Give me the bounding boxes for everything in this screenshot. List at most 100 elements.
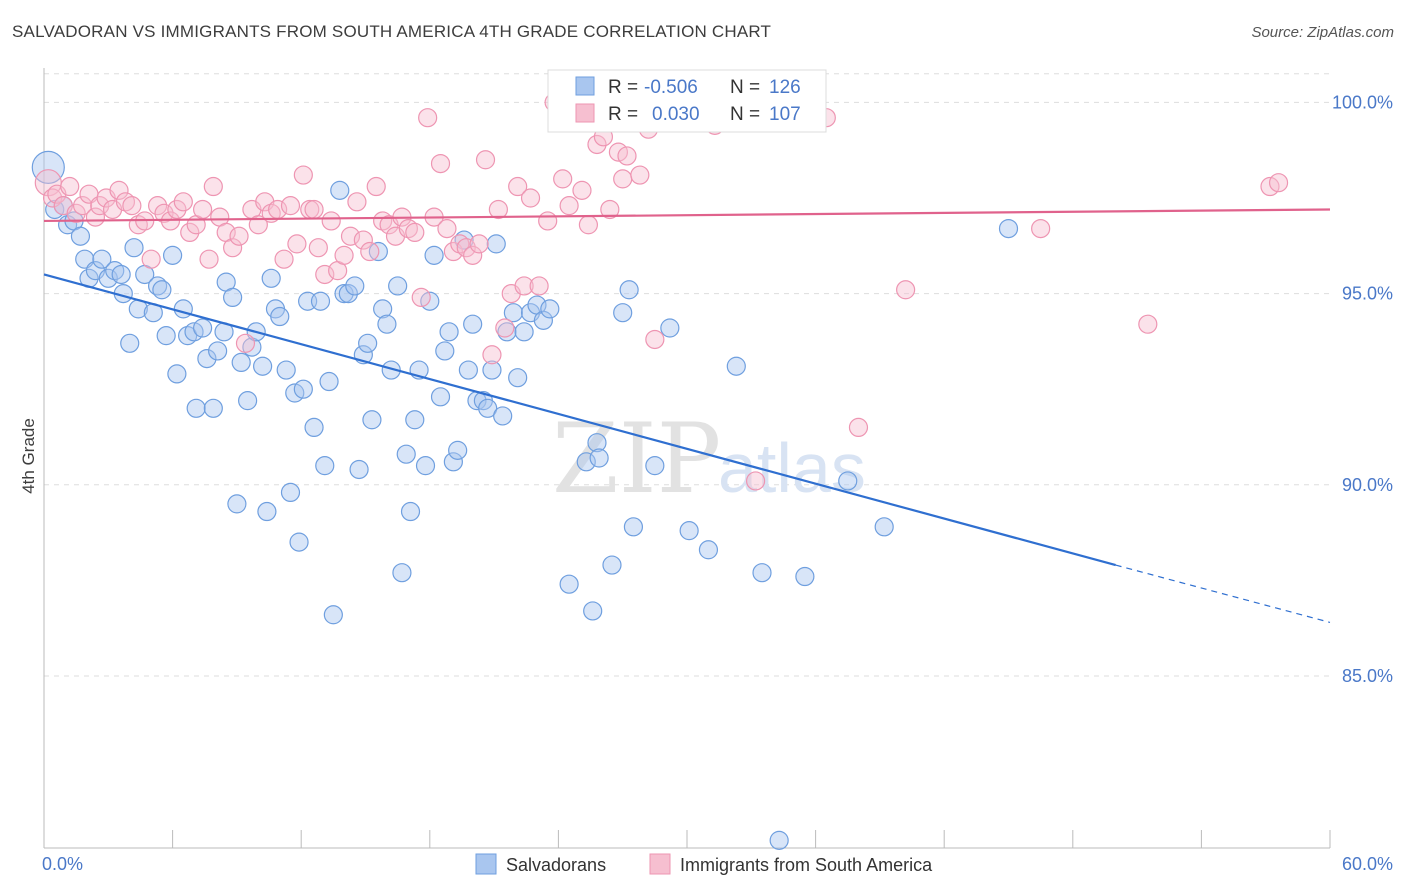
point-immigrants bbox=[456, 238, 476, 258]
grid-lines bbox=[44, 73, 1330, 677]
y-tick-label-95: 95.0% bbox=[1342, 284, 1393, 304]
point-immigrants bbox=[848, 417, 869, 438]
point-salvadorans bbox=[486, 234, 506, 254]
point-salvadorans bbox=[70, 226, 91, 246]
point-salvadorans bbox=[726, 356, 746, 376]
point-salvadorans bbox=[838, 471, 858, 491]
point-immigrants bbox=[353, 230, 373, 250]
point-immigrants bbox=[645, 329, 665, 350]
point-salvadorans bbox=[533, 310, 553, 330]
point-salvadorans bbox=[602, 555, 622, 575]
point-salvadorans bbox=[163, 245, 183, 265]
point-immigrants bbox=[896, 280, 916, 300]
point-immigrants bbox=[475, 150, 496, 170]
legend-n-value-1: 126 bbox=[769, 77, 801, 98]
point-salvadorans bbox=[458, 360, 478, 380]
point-immigrants bbox=[572, 180, 592, 200]
point-immigrants bbox=[488, 199, 508, 220]
point-salvadorans bbox=[540, 299, 560, 319]
point-salvadorans bbox=[503, 303, 523, 323]
point-salvadorans bbox=[388, 276, 408, 296]
point-immigrants bbox=[173, 192, 193, 212]
point-salvadorans bbox=[208, 341, 228, 361]
point-salvadorans bbox=[358, 333, 378, 353]
point-immigrants bbox=[745, 471, 766, 491]
point-salvadorans bbox=[197, 348, 217, 369]
point-immigrants bbox=[203, 176, 223, 197]
point-immigrants bbox=[287, 234, 307, 254]
point-salvadorans bbox=[257, 501, 277, 522]
series-legend: Salvadorans Immigrants from South Americ… bbox=[475, 853, 933, 875]
point-salvadorans bbox=[304, 417, 324, 438]
point-immigrants bbox=[235, 333, 256, 353]
point-salvadorans bbox=[98, 268, 118, 288]
point-immigrants bbox=[418, 108, 438, 128]
legend-r-value-1: -0.506 bbox=[644, 77, 698, 98]
point-immigrants bbox=[347, 192, 367, 212]
point-immigrants bbox=[248, 215, 268, 235]
x-tick-label-min: 0.0% bbox=[42, 854, 83, 874]
point-immigrants bbox=[469, 234, 489, 254]
point-salvadorans bbox=[435, 341, 455, 361]
point-immigrants bbox=[109, 180, 129, 200]
point-salvadorans bbox=[349, 459, 369, 480]
point-immigrants bbox=[1031, 218, 1051, 239]
series-salvadorans-points bbox=[31, 150, 1019, 850]
point-salvadorans bbox=[463, 314, 483, 334]
point-salvadorans bbox=[415, 456, 436, 476]
point-salvadorans bbox=[238, 391, 258, 411]
point-salvadorans bbox=[430, 387, 451, 407]
point-immigrants bbox=[1138, 314, 1158, 334]
point-immigrants bbox=[1268, 173, 1289, 193]
point-salvadorans bbox=[613, 303, 633, 323]
bottom-legend-label-immigrants: Immigrants from South America bbox=[680, 855, 933, 875]
point-salvadorans bbox=[998, 218, 1019, 239]
point-salvadorans bbox=[186, 398, 206, 418]
y-tick-label-85: 85.0% bbox=[1342, 666, 1393, 686]
point-salvadorans bbox=[193, 318, 213, 338]
point-immigrants bbox=[630, 165, 650, 185]
point-salvadorans bbox=[392, 563, 412, 583]
y-tick-label-90: 90.0% bbox=[1342, 475, 1393, 495]
bottom-legend-swatch-immigrants bbox=[649, 853, 671, 875]
point-immigrants bbox=[587, 134, 607, 155]
point-immigrants bbox=[147, 196, 168, 216]
point-immigrants bbox=[538, 211, 558, 231]
point-salvadorans bbox=[276, 360, 296, 380]
point-salvadorans bbox=[345, 276, 365, 296]
y-tick-label-100: 100.0% bbox=[1332, 92, 1393, 112]
point-salvadorans bbox=[253, 356, 273, 376]
point-immigrants bbox=[430, 153, 451, 174]
point-salvadorans bbox=[280, 482, 301, 503]
point-immigrants bbox=[304, 199, 324, 220]
point-salvadorans bbox=[576, 452, 596, 472]
point-immigrants bbox=[600, 199, 620, 220]
point-salvadorans bbox=[619, 280, 639, 300]
trendline-immigrants bbox=[43, 208, 1331, 223]
point-immigrants bbox=[366, 176, 386, 197]
point-immigrants bbox=[553, 169, 573, 189]
legend-swatch-immigrants bbox=[575, 103, 595, 123]
point-salvadorans bbox=[227, 494, 247, 514]
point-salvadorans bbox=[443, 452, 463, 472]
point-salvadorans bbox=[482, 360, 502, 380]
point-immigrants bbox=[578, 215, 599, 235]
point-immigrants bbox=[443, 241, 463, 262]
point-immigrants bbox=[405, 222, 425, 243]
point-salvadorans bbox=[660, 318, 680, 338]
y-axis-title: 4th Grade bbox=[19, 418, 38, 494]
point-salvadorans bbox=[362, 410, 382, 430]
point-immigrants bbox=[167, 199, 187, 220]
point-immigrants bbox=[514, 276, 534, 296]
point-immigrants bbox=[520, 188, 541, 208]
point-salvadorans bbox=[315, 456, 335, 476]
point-salvadorans bbox=[405, 410, 425, 430]
point-salvadorans bbox=[769, 830, 789, 850]
point-immigrants bbox=[180, 222, 200, 243]
point-immigrants bbox=[90, 196, 110, 216]
watermark-zip: ZIP bbox=[552, 403, 721, 515]
point-immigrants bbox=[122, 196, 142, 216]
bottom-legend-swatch-salvadorans bbox=[475, 853, 497, 875]
correlation-legend: R = -0.506 N = 126 R = 0.030 N = 107 bbox=[547, 69, 827, 133]
point-immigrants bbox=[274, 249, 294, 269]
